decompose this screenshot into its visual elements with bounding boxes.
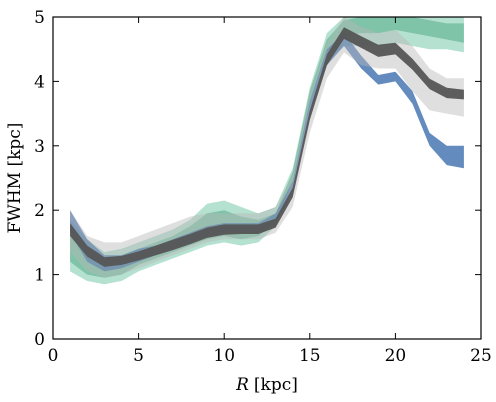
series-bands	[70, 17, 464, 285]
x-tick-label: 15	[299, 346, 321, 366]
y-tick-label: 2	[34, 201, 45, 221]
x-tick-label: 0	[48, 346, 59, 366]
y-tick-label: 3	[34, 137, 45, 157]
x-axis-label: R [kpc]	[235, 375, 298, 395]
y-tick-label: 5	[34, 8, 45, 28]
x-axis-symbol: R	[235, 375, 249, 395]
y-tick-label: 0	[34, 330, 45, 350]
y-axis-label: FWHM [kpc]	[5, 123, 25, 234]
x-tick-label: 25	[470, 346, 492, 366]
x-tick-label: 20	[385, 346, 407, 366]
y-tick-label: 4	[34, 72, 45, 92]
plot-frame	[52, 16, 482, 340]
x-tick-label: 5	[133, 346, 144, 366]
x-axis-unit: [kpc]	[254, 375, 298, 395]
axis-ticks: 0 5 10 15 20 25 0 1 2 3 4 5	[34, 8, 492, 366]
y-tick-label: 1	[34, 266, 45, 286]
x-tick-label: 10	[213, 346, 235, 366]
